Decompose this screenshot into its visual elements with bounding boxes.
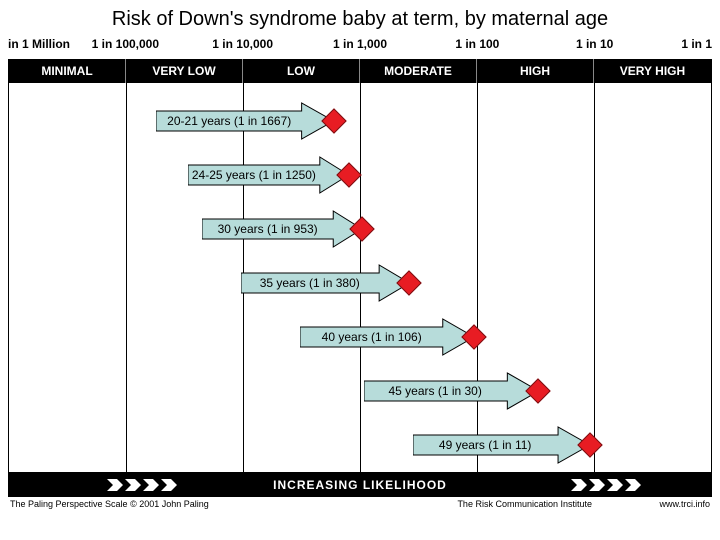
risk-band-cell: HIGH [477,59,594,83]
risk-arrow-row: 45 years (1 in 30) [9,371,711,411]
risk-band-cell: MODERATE [360,59,477,83]
risk-band-cell: LOW [243,59,360,83]
risk-arrow-icon [413,425,590,465]
increasing-likelihood-label: INCREASING LIKELIHOOD [273,478,447,492]
risk-arrow-icon [202,209,362,249]
chart-wrap: in 1 Million 1 in 100,000 1 in 10,000 1 in … [8,37,712,515]
scale-tick: 1 in 1,000 [333,37,387,51]
risk-band-cell: VERY LOW [126,59,243,83]
scale-ticks: in 1 Million 1 in 100,000 1 in 10,000 1 in … [8,37,712,59]
risk-arrow-icon [156,101,334,141]
risk-arrow-row: 40 years (1 in 106) [9,317,711,357]
plot-area: 20-21 years (1 in 1667) 24-25 years (1 in… [8,83,712,473]
credits: The Paling Perspective Scale © 2001 John… [8,499,712,515]
risk-arrow-row: 24-25 years (1 in 1250) [9,155,711,195]
chart-title: Risk of Down's syndrome baby at term, by… [0,0,720,37]
scale-tick: 1 in 100,000 [92,37,159,51]
chevrons-right-icon [571,476,641,494]
credit-right: www.trci.info [659,499,710,509]
risk-arrow-row: 20-21 years (1 in 1667) [9,101,711,141]
risk-arrow-row: 30 years (1 in 953) [9,209,711,249]
scale-tick: 1 in 1 [681,37,712,51]
credit-left: The Paling Perspective Scale © 2001 John… [10,499,209,509]
risk-arrow-row: 35 years (1 in 380) [9,263,711,303]
chevrons-left-icon [107,476,177,494]
risk-band-cell: MINIMAL [9,59,126,83]
risk-arrow-row: 49 years (1 in 11) [9,425,711,465]
scale-tick: in 1 Million [8,37,70,51]
risk-arrow-icon [364,371,539,411]
bottom-bar: INCREASING LIKELIHOOD [8,473,712,497]
risk-arrow-icon [300,317,474,357]
risk-arrow-icon [241,263,409,303]
risk-band-cell: VERY HIGH [594,59,711,83]
scale-tick: 1 in 10 [576,37,613,51]
scale-tick: 1 in 100 [455,37,499,51]
scale-tick: 1 in 10,000 [212,37,273,51]
risk-arrow-icon [188,155,349,195]
credit-mid: The Risk Communication Institute [457,499,592,509]
risk-band-header: MINIMALVERY LOWLOWMODERATEHIGHVERY HIGH [8,59,712,83]
